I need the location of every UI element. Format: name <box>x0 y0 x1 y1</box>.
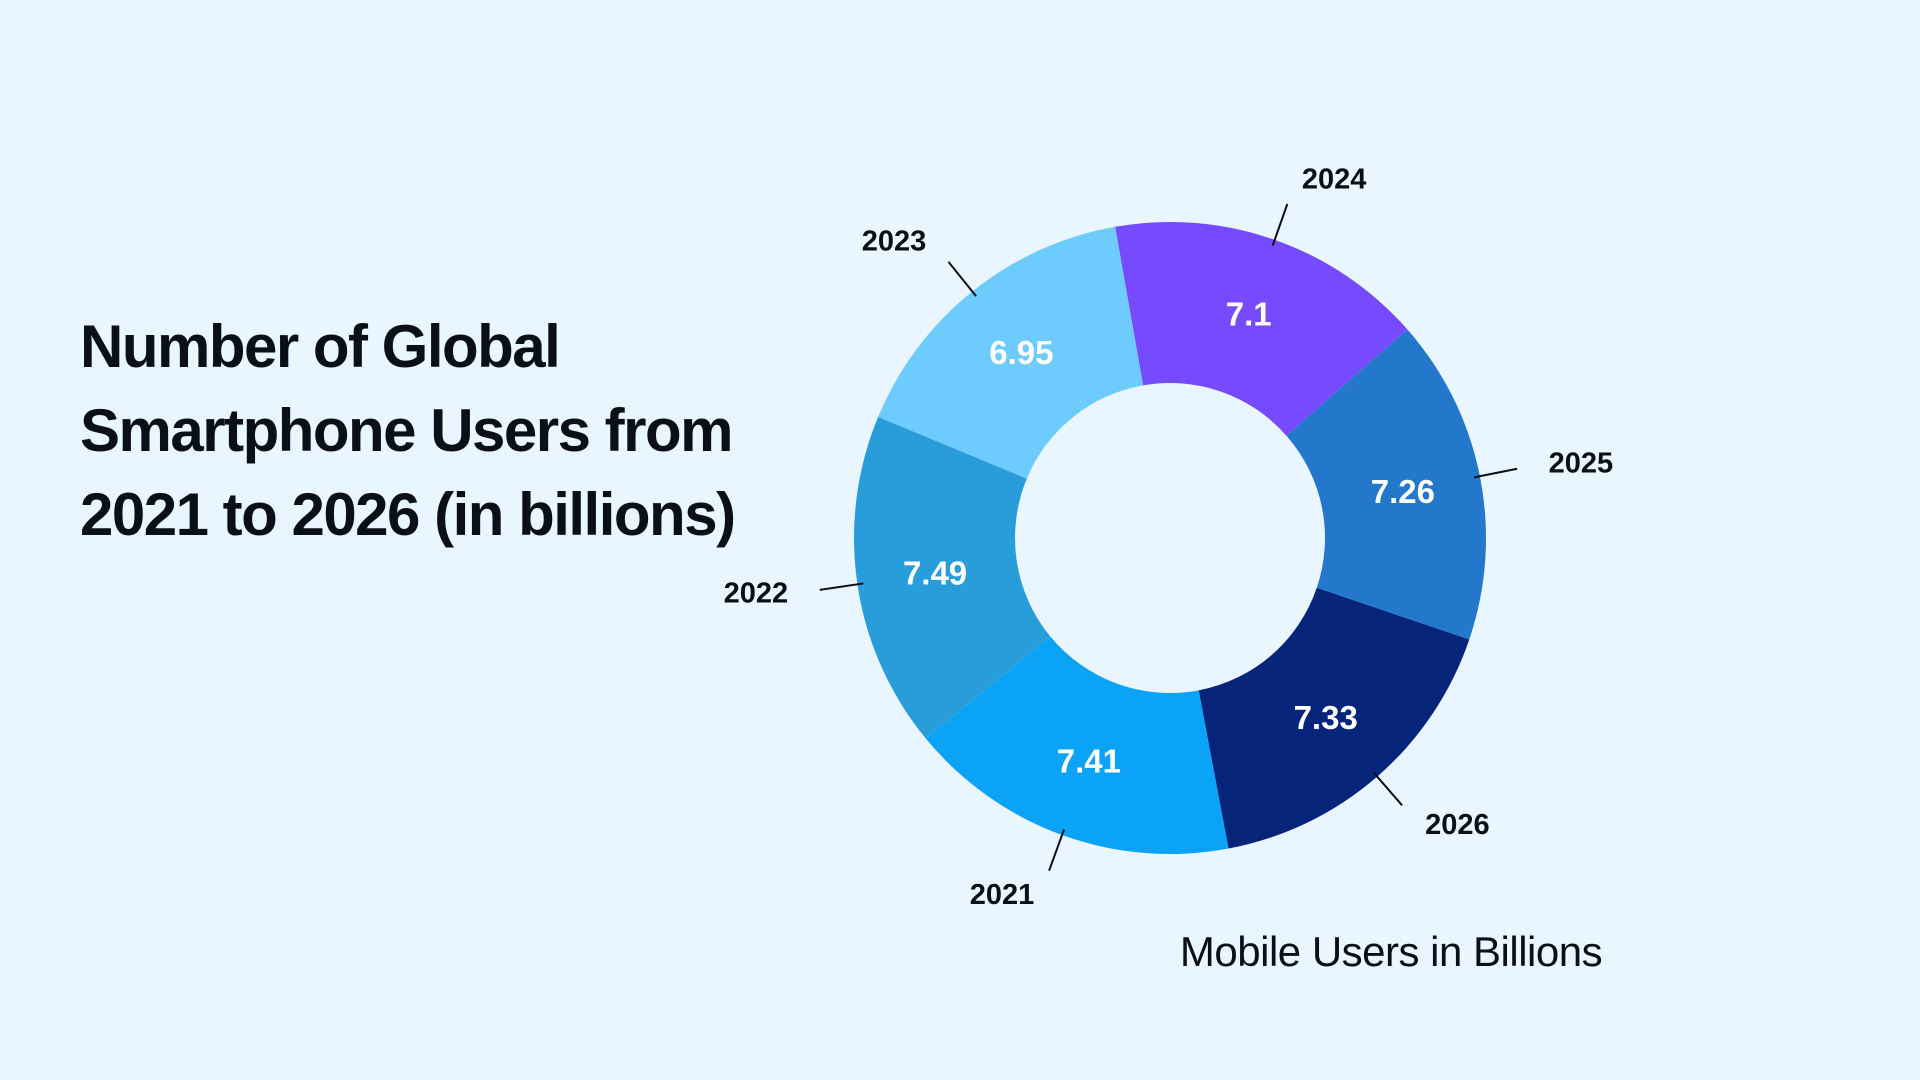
value-label-2022: 7.49 <box>903 554 967 591</box>
leader-line-2022 <box>819 582 864 591</box>
leader-line-2021 <box>1048 829 1066 872</box>
category-label-2024: 2024 <box>1302 163 1367 195</box>
category-labels: 2024 2025 2026 2021 2022 2023 <box>724 163 1614 911</box>
value-label-2025: 7.26 <box>1371 473 1435 510</box>
value-label-2024: 7.1 <box>1226 295 1272 332</box>
category-label-2022: 2022 <box>724 578 789 610</box>
value-label-2023: 6.95 <box>989 334 1053 371</box>
leader-line-2024 <box>1271 203 1289 246</box>
donut-value-labels: 7.1 7.26 7.33 7.41 7.49 6.95 <box>903 295 1435 779</box>
donut-slice-2026 <box>1198 587 1470 849</box>
category-label-2021: 2021 <box>970 879 1035 911</box>
donut-slice-2022 <box>854 416 1051 739</box>
value-label-2021: 7.41 <box>1057 743 1121 780</box>
leader-line-2023 <box>947 261 977 297</box>
category-label-2025: 2025 <box>1549 448 1614 480</box>
donut-slice-2021 <box>925 636 1229 855</box>
value-label-2026: 7.33 <box>1294 699 1358 736</box>
leader-line-2025 <box>1473 467 1518 479</box>
leader-line-2026 <box>1372 771 1403 806</box>
category-label-2023: 2023 <box>862 226 927 258</box>
donut-slice-2024 <box>1115 222 1408 436</box>
chart-caption: Mobile Users in Billions <box>1179 928 1603 975</box>
donut-slice-2023 <box>878 226 1144 479</box>
category-label-2026: 2026 <box>1425 809 1490 841</box>
donut-slice-2025 <box>1286 329 1486 640</box>
donut-slices <box>854 222 1486 855</box>
leader-lines <box>819 203 1518 872</box>
chart-title: Number of Global Smartphone Users from 2… <box>80 313 736 548</box>
